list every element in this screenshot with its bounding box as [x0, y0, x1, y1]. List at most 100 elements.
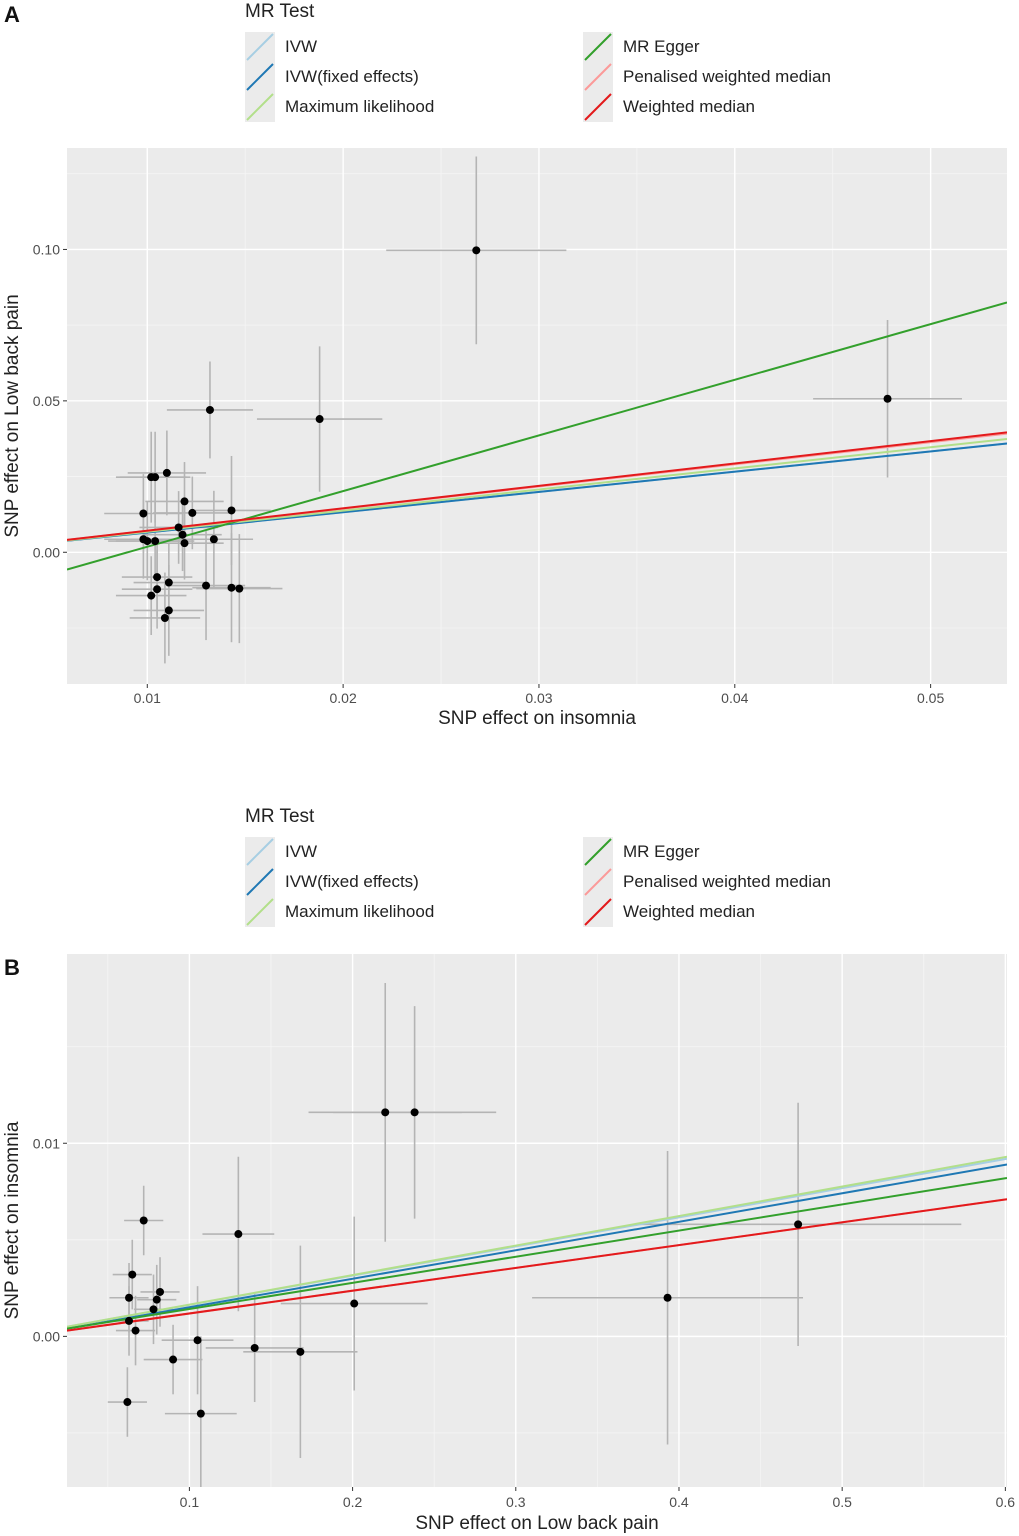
data-point [472, 246, 481, 255]
legend-key-penalised-weighted-median [584, 63, 612, 91]
legend-label-ivw-fixed-effects: IVW(fixed effects) [285, 872, 419, 891]
x-tick-label: 0.02 [330, 690, 357, 706]
data-point [193, 1336, 202, 1345]
scatter-plot-panel-a: 0.01 0.02 0.03 0.04 0.05 0.00 0.05 0.10 SNP effe… [2, 148, 1007, 729]
x-tick-label: 0.2 [343, 1494, 363, 1510]
legend-title: MR Test [245, 1, 315, 22]
scatter-plot-panel-b: 0.1 0.2 0.3 0.4 0.5 0.6 0.00 0.01 SNP effect on … [2, 954, 1015, 1534]
y-tick-label: 0.05 [33, 393, 60, 409]
x-tick-label: 0.1 [180, 1494, 200, 1510]
y-axis-title: SNP effect on insomnia [2, 1121, 23, 1319]
x-tick-label: 0.3 [506, 1494, 526, 1510]
x-tick-label: 0.4 [669, 1494, 689, 1510]
legend-key-penalised-weighted-median [584, 868, 612, 896]
data-point [350, 1299, 359, 1308]
legend-label-penalised-weighted-median: Penalised weighted median [623, 67, 831, 86]
plot-background [67, 954, 1007, 1487]
regression-line-maximum-likelihood [67, 1155, 1007, 1328]
plot-data-layer [67, 156, 1007, 664]
data-point [152, 1295, 161, 1304]
y-tick-label: 0.00 [33, 544, 60, 560]
legend-title: MR Test [245, 806, 315, 827]
data-point [147, 591, 156, 600]
legend-key-ivw [246, 33, 274, 61]
data-point [235, 584, 244, 593]
data-point [164, 578, 173, 587]
legend-label-maximum-likelihood: Maximum likelihood [285, 902, 434, 921]
data-point [169, 1355, 178, 1364]
data-point [131, 1326, 140, 1335]
data-point [794, 1220, 803, 1229]
data-point [663, 1293, 672, 1302]
legend-label-mr-egger: MR Egger [623, 37, 700, 56]
data-point [883, 394, 892, 403]
data-point [296, 1347, 305, 1356]
x-tick-label: 0.05 [917, 690, 944, 706]
regression-line-mr-egger [67, 1177, 1007, 1330]
legend-key-maximum-likelihood [246, 93, 274, 121]
panel-letter-a: A [4, 2, 20, 27]
legend-key-mr-egger [584, 33, 612, 61]
data-point [151, 473, 160, 482]
data-point [139, 1216, 148, 1225]
data-point [410, 1108, 419, 1117]
data-point [128, 1270, 137, 1279]
data-point [174, 523, 183, 532]
data-point [315, 415, 324, 424]
legend-key-weighted-median [584, 93, 612, 121]
legend-key-ivw-fixed-effects [246, 868, 274, 896]
data-point [125, 1293, 134, 1302]
data-point [234, 1230, 243, 1239]
legend-panel-a: MR Test IVW IVW(fixed effects) Maximum like… [245, 1, 831, 122]
regression-line-maximum-likelihood [67, 438, 1007, 542]
plot-background [67, 148, 1007, 684]
data-point [151, 537, 160, 546]
data-point [160, 613, 169, 622]
legend-key-weighted-median [584, 898, 612, 926]
legend-label-ivw: IVW [285, 842, 317, 861]
data-point [162, 468, 171, 477]
legend-label-maximum-likelihood: Maximum likelihood [285, 97, 434, 116]
data-point [250, 1343, 259, 1352]
data-point [143, 537, 152, 546]
data-point [180, 497, 189, 506]
x-tick-label: 0.01 [134, 690, 161, 706]
legend-label-mr-egger: MR Egger [623, 842, 700, 861]
legend-panel-b: MR Test IVW IVW(fixed effects) Maximum like… [245, 806, 831, 927]
data-point [180, 539, 189, 548]
data-point [153, 573, 162, 582]
y-tick-label: 0.10 [33, 241, 60, 257]
data-point [205, 405, 214, 414]
data-point [125, 1316, 134, 1325]
data-point [202, 581, 211, 590]
data-point [227, 583, 236, 592]
regression-line-mr-egger [67, 301, 1007, 571]
y-tick-label: 0.00 [33, 1328, 60, 1344]
regression-line-weighted-median [67, 431, 1007, 541]
panel-letter-b: B [4, 955, 20, 980]
legend-key-maximum-likelihood [246, 898, 274, 926]
data-point [196, 1409, 205, 1418]
data-point [156, 1287, 165, 1296]
x-tick-label: 0.04 [721, 690, 748, 706]
data-point [139, 509, 148, 518]
legend-label-penalised-weighted-median: Penalised weighted median [623, 872, 831, 891]
data-point [164, 606, 173, 615]
x-tick-label: 0.03 [525, 690, 552, 706]
data-point [153, 585, 162, 594]
y-axis-title: SNP effect on Low back pain [2, 294, 23, 537]
data-point [227, 506, 236, 515]
data-point [178, 530, 187, 539]
data-point [123, 1398, 132, 1407]
legend-label-weighted-median: Weighted median [623, 97, 755, 116]
data-point [381, 1108, 390, 1117]
legend-key-mr-egger [584, 838, 612, 866]
y-tick-label: 0.01 [33, 1135, 60, 1151]
legend-key-ivw [246, 838, 274, 866]
x-axis-title: SNP effect on insomnia [438, 708, 636, 729]
legend-label-weighted-median: Weighted median [623, 902, 755, 921]
plot-data-layer [67, 982, 1007, 1487]
regression-line-ivw-fixed-effects [67, 1163, 1007, 1330]
data-point [188, 508, 197, 517]
